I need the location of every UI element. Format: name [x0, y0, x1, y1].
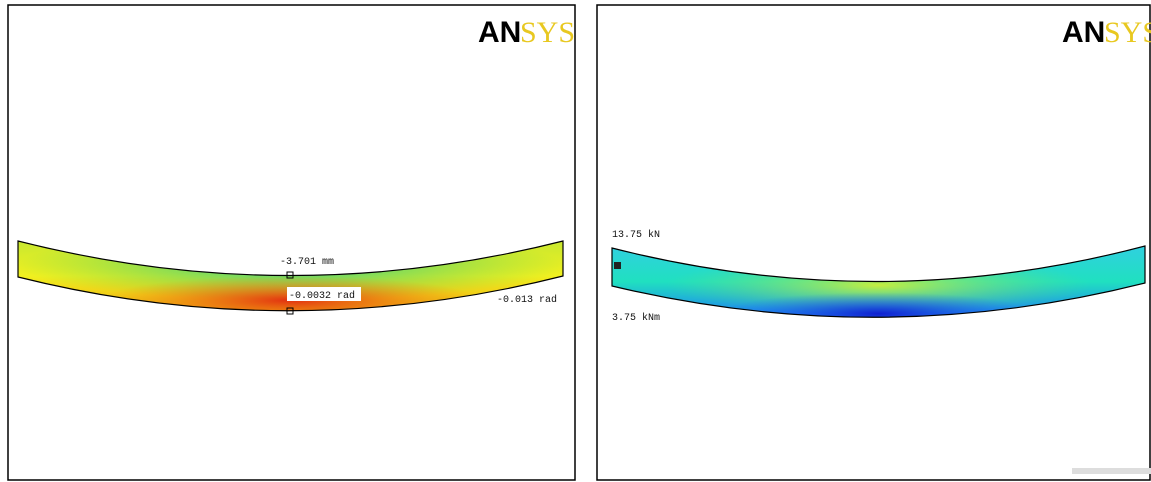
annotation: -0.013 rad	[497, 294, 557, 306]
panel-frame	[8, 5, 575, 480]
page: AN SYS -3.701 mm -0.0032 rad -0.013 rad …	[0, 0, 1151, 482]
logo: AN	[1062, 16, 1105, 49]
node-marker	[614, 262, 621, 269]
logo: SYS	[520, 16, 575, 49]
logo: SYS	[1104, 16, 1151, 49]
panel-frame	[597, 5, 1150, 480]
logo: AN	[478, 16, 521, 49]
scrollbar	[1072, 468, 1151, 474]
annotation: -3.701 mm	[280, 257, 334, 268]
annotation: 3.75 kNm	[612, 312, 660, 324]
annotation: -0.0032 rad	[289, 290, 355, 302]
annotation: 13.75 kN	[612, 229, 660, 241]
